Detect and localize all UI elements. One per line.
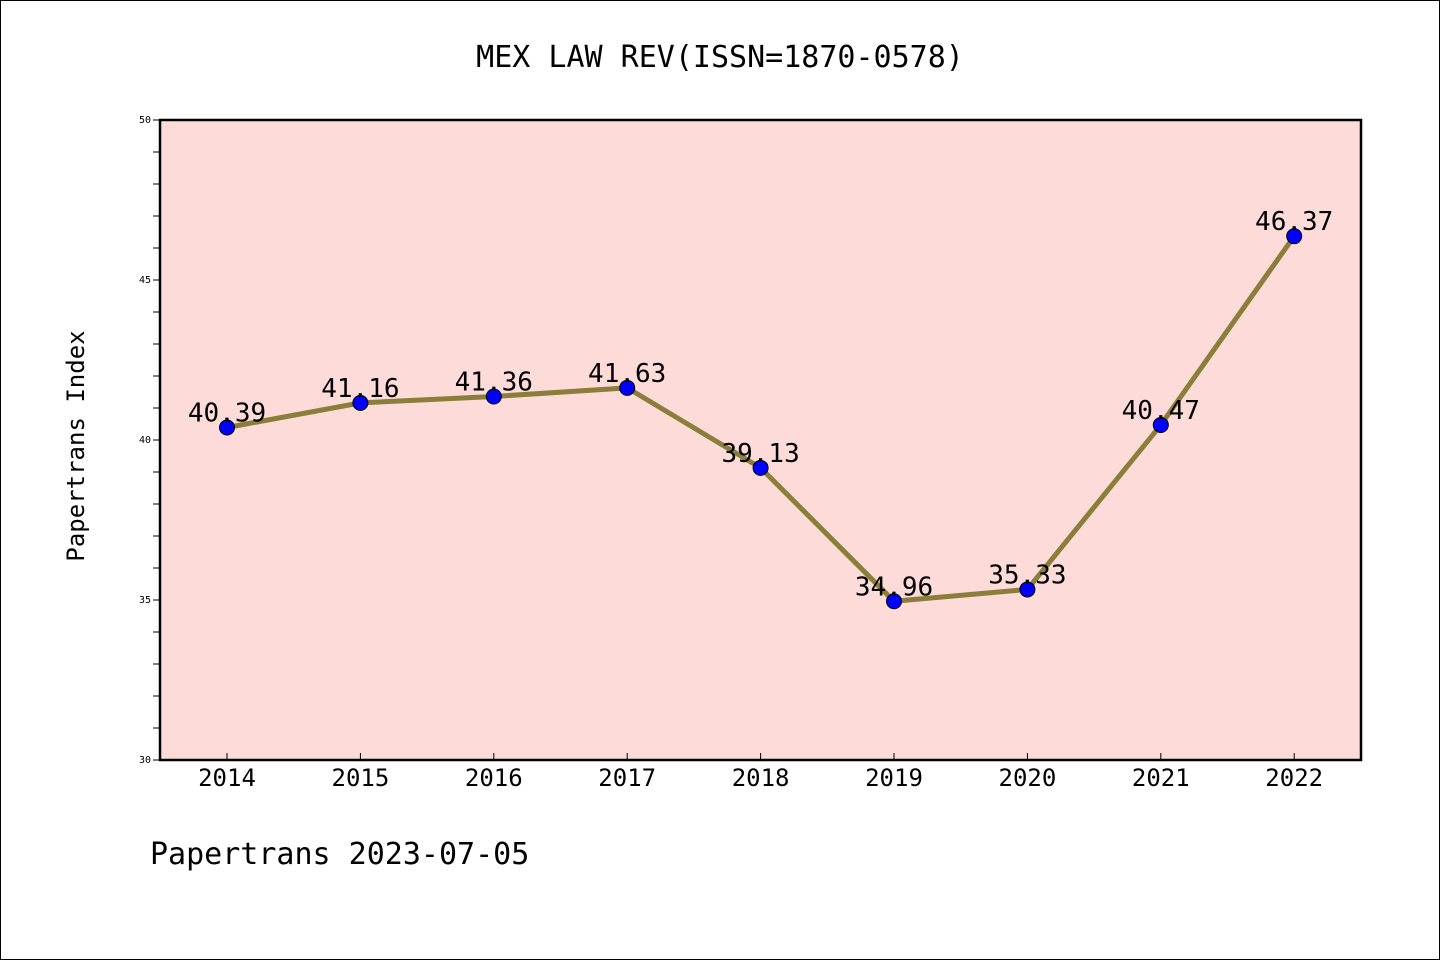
data-label: 41.16 [321, 374, 399, 404]
data-label: 40.39 [188, 399, 266, 429]
x-tick-label: 2014 [198, 764, 256, 792]
data-label-layer: 40.39 41.16 41.36 41.63 39.13 34.96 35.33 40.47… [188, 207, 1333, 602]
data-point [1152, 416, 1169, 433]
y-tick-label: 30 [139, 755, 151, 766]
x-tick-label: 2020 [999, 764, 1057, 792]
y-axis: 30 35 40 45 50 [139, 115, 160, 766]
data-point [485, 388, 502, 405]
plot-area [158, 118, 1363, 762]
data-label: 40.47 [1122, 396, 1200, 426]
data-point [619, 379, 636, 396]
data-label: 34.96 [855, 572, 933, 602]
y-tick-label: 50 [139, 115, 151, 126]
y-tick-label: 45 [139, 275, 151, 286]
x-axis: 2014 2015 2016 2017 2018 2019 2020 2021 2022 [198, 753, 1323, 792]
x-tick-label: 2015 [332, 764, 390, 792]
data-point [752, 459, 769, 476]
chart-title: MEX LAW REV(ISSN=1870-0578) [476, 40, 964, 75]
data-point [1286, 228, 1303, 245]
data-label: 35.33 [988, 560, 1066, 590]
y-tick-label: 40 [139, 435, 151, 446]
data-point [219, 419, 235, 436]
y-tick-label: 35 [139, 595, 151, 606]
y-axis-label: Papertrans Index [62, 330, 90, 561]
x-tick-label: 2022 [1265, 764, 1323, 792]
data-point [886, 593, 902, 610]
footer-stamp: Papertrans 2023-07-05 [150, 837, 529, 872]
x-tick-label: 2017 [598, 764, 656, 792]
data-label: 46.37 [1255, 207, 1333, 237]
data-point [352, 394, 369, 411]
x-tick-label: 2016 [465, 764, 523, 792]
data-label: 41.36 [455, 367, 533, 397]
x-tick-label: 2018 [732, 764, 790, 792]
series-layer [219, 228, 1303, 610]
x-tick-label: 2021 [1132, 764, 1190, 792]
x-tick-label: 2019 [865, 764, 923, 792]
data-label: 39.13 [721, 439, 799, 469]
data-point [1019, 581, 1036, 598]
data-label: 41.63 [588, 359, 666, 389]
